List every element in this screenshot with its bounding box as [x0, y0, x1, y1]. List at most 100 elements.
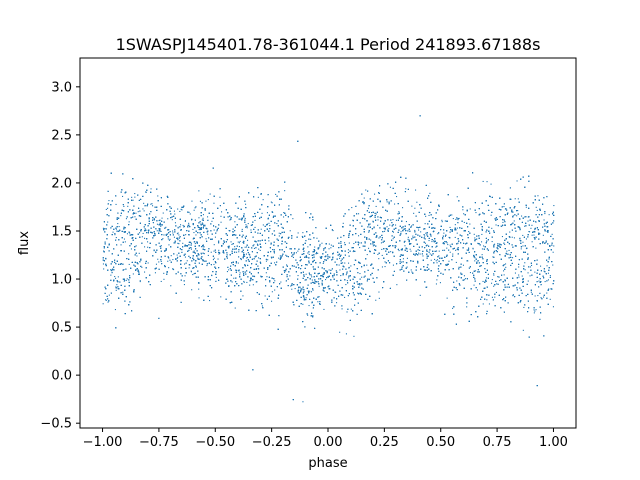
data-point — [167, 238, 169, 240]
data-point — [413, 212, 415, 214]
data-point — [302, 401, 304, 403]
data-point — [490, 183, 492, 185]
data-point — [202, 227, 204, 229]
data-point — [429, 253, 431, 255]
data-point — [220, 221, 222, 223]
data-point — [246, 227, 248, 229]
data-point — [463, 279, 465, 281]
data-point — [243, 281, 245, 283]
data-point — [553, 205, 555, 207]
data-point — [184, 220, 186, 222]
data-point — [540, 297, 542, 299]
data-point — [518, 274, 520, 276]
data-point — [531, 224, 533, 226]
data-point — [544, 213, 546, 215]
data-point — [302, 232, 304, 234]
data-point — [130, 248, 132, 250]
data-point — [426, 249, 428, 251]
data-point — [301, 235, 303, 237]
data-point — [243, 280, 245, 282]
data-point — [292, 218, 294, 220]
data-point — [184, 256, 186, 258]
data-point — [217, 258, 219, 260]
data-point — [319, 303, 321, 305]
data-point — [307, 252, 309, 254]
data-point — [322, 262, 324, 264]
data-point — [147, 262, 149, 264]
data-point — [535, 206, 537, 208]
data-point — [348, 277, 350, 279]
data-point — [190, 271, 192, 273]
data-point — [311, 279, 313, 281]
data-point — [163, 234, 165, 236]
data-point — [399, 260, 401, 262]
data-point — [209, 193, 211, 195]
data-point — [183, 226, 185, 228]
data-point — [278, 235, 280, 237]
data-point — [207, 199, 209, 201]
data-point — [481, 254, 483, 256]
data-point — [524, 216, 526, 218]
data-point — [443, 232, 445, 234]
data-point — [134, 193, 136, 195]
data-point — [254, 219, 256, 221]
data-point — [525, 206, 527, 208]
data-point — [424, 235, 426, 237]
data-point — [305, 273, 307, 275]
data-point — [398, 211, 400, 213]
data-point — [114, 276, 116, 278]
data-point — [172, 230, 174, 232]
data-point — [455, 249, 457, 251]
data-point — [456, 232, 458, 234]
data-point — [151, 203, 153, 205]
data-point — [156, 230, 158, 232]
data-point — [198, 229, 200, 231]
data-point — [256, 243, 258, 245]
data-point — [323, 249, 325, 251]
data-point — [435, 283, 437, 285]
data-point — [145, 191, 147, 193]
data-point — [347, 252, 349, 254]
data-point — [269, 281, 271, 283]
data-point — [374, 212, 376, 214]
data-point — [346, 271, 348, 273]
data-point — [266, 212, 268, 214]
data-point — [185, 234, 187, 236]
data-point — [189, 213, 191, 215]
data-point — [298, 293, 300, 295]
data-point — [375, 205, 377, 207]
data-point — [420, 231, 422, 233]
data-point — [272, 249, 274, 251]
data-point — [512, 257, 514, 259]
data-point — [260, 228, 262, 230]
data-point — [253, 247, 255, 249]
data-point — [163, 272, 165, 274]
data-point — [115, 237, 117, 239]
data-point — [202, 217, 204, 219]
data-point — [289, 275, 291, 277]
data-point — [389, 186, 391, 188]
data-point — [115, 286, 117, 288]
data-point — [458, 217, 460, 219]
data-point — [243, 254, 245, 256]
data-point — [246, 281, 248, 283]
data-point — [518, 266, 520, 268]
data-point — [126, 233, 128, 235]
data-point — [314, 246, 316, 248]
data-point — [105, 299, 107, 301]
data-point — [512, 285, 514, 287]
data-point — [504, 279, 506, 281]
data-point — [147, 246, 149, 248]
data-point — [377, 219, 379, 221]
data-point — [486, 181, 488, 183]
data-point — [155, 263, 157, 265]
data-point — [178, 234, 180, 236]
data-point — [537, 295, 539, 297]
data-point — [454, 224, 456, 226]
data-point — [274, 280, 276, 282]
data-point — [389, 224, 391, 226]
data-point — [193, 250, 195, 252]
data-point — [165, 234, 167, 236]
data-point — [535, 247, 537, 249]
data-point — [463, 213, 465, 215]
